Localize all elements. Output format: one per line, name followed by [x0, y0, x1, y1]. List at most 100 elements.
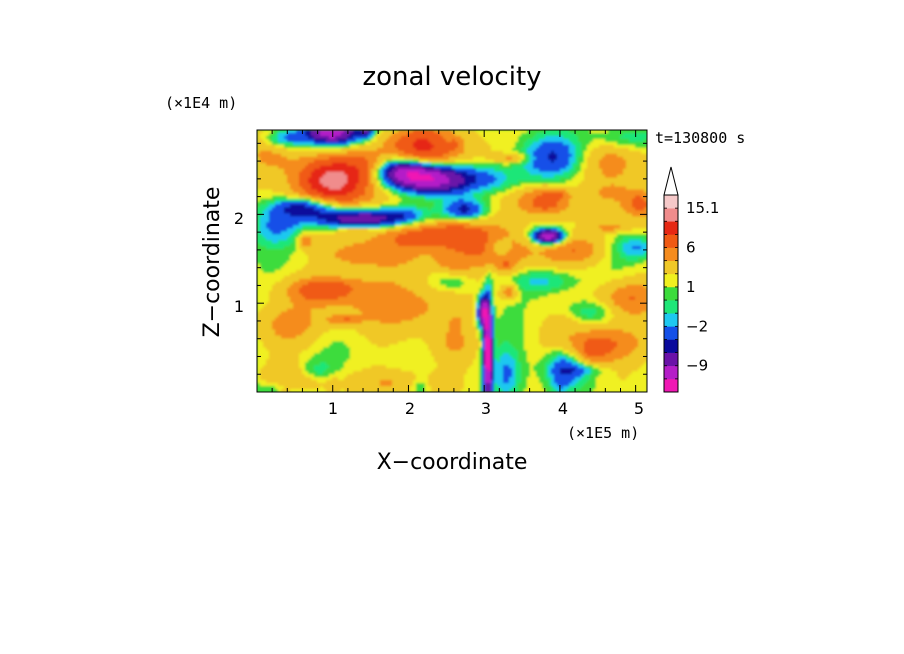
contour-cell	[440, 141, 444, 146]
contour-cell	[599, 150, 603, 155]
contour-cell	[431, 153, 435, 158]
contour-cell	[521, 138, 525, 143]
contour-cell	[623, 144, 627, 149]
contour-cell	[296, 135, 300, 140]
contour-cell	[629, 144, 633, 149]
contour-cell	[473, 135, 477, 140]
contour-cell	[644, 135, 647, 140]
contour-cell	[617, 150, 621, 155]
contour-cell	[335, 144, 339, 149]
contour-cell	[569, 138, 573, 143]
contour-cell	[584, 130, 588, 134]
contour-cell	[527, 150, 531, 155]
contour-cell	[431, 138, 435, 143]
contour-cell	[515, 138, 519, 143]
contour-cell	[449, 135, 453, 140]
contour-cell	[548, 132, 552, 137]
contour-cell	[425, 138, 429, 143]
contour-cell	[494, 153, 498, 158]
contour-cell	[485, 138, 489, 143]
contour-cell	[623, 138, 627, 143]
contour-cell	[359, 138, 363, 143]
contour-cell	[566, 147, 570, 152]
contour-cell	[293, 138, 297, 143]
contour-cell	[407, 141, 411, 146]
contour-cell	[542, 138, 546, 143]
contour-cell	[479, 138, 483, 143]
contour-cell	[263, 156, 267, 161]
contour-cell	[407, 147, 411, 152]
contour-cell	[317, 144, 321, 149]
contour-cell	[578, 138, 582, 143]
contour-cell	[605, 130, 609, 134]
contour-cell	[329, 156, 333, 161]
contour-cell	[500, 132, 504, 137]
contour-cell	[407, 144, 411, 149]
contour-cell	[560, 130, 564, 134]
contour-cell	[386, 132, 390, 137]
contour-cell	[293, 144, 297, 149]
contour-cell	[485, 144, 489, 149]
contour-cell	[302, 156, 306, 161]
contour-cell	[539, 147, 543, 152]
contour-cell	[260, 156, 264, 161]
contour-cell	[602, 141, 606, 146]
contour-cell	[275, 132, 279, 137]
contour-cell	[485, 153, 489, 158]
contour-cell	[284, 138, 288, 143]
contour-cell	[572, 132, 576, 137]
contour-cell	[353, 141, 357, 146]
contour-cell	[542, 144, 546, 149]
contour-cell	[353, 135, 357, 140]
contour-cell	[287, 156, 291, 161]
contour-cell	[371, 130, 375, 134]
contour-cell	[368, 132, 372, 137]
chart-title: zonal velocity	[362, 62, 541, 92]
contour-cell	[587, 132, 591, 137]
contour-cell	[575, 130, 579, 134]
contour-cell	[329, 153, 333, 158]
contour-cell	[575, 144, 579, 149]
contour-cell	[392, 147, 396, 152]
contour-cell	[428, 130, 432, 134]
contour-cell	[533, 144, 537, 149]
contour-cell	[614, 141, 618, 146]
contour-cell	[416, 153, 420, 158]
contour-cell	[356, 153, 360, 158]
contour-cell	[602, 144, 606, 149]
contour-cell	[362, 138, 366, 143]
contour-cell	[452, 132, 456, 137]
contour-cell	[260, 130, 264, 134]
contour-cell	[536, 141, 540, 146]
contour-cell	[446, 132, 450, 137]
contour-cell	[491, 132, 495, 137]
contour-cell	[356, 150, 360, 155]
contour-cell	[593, 150, 597, 155]
contour-cell	[305, 150, 309, 155]
contour-cell	[302, 130, 306, 134]
contour-cell	[398, 147, 402, 152]
contour-cell	[284, 150, 288, 155]
contour-cell	[416, 144, 420, 149]
contour-cell	[302, 141, 306, 146]
contour-cell	[260, 144, 264, 149]
contour-cell	[287, 135, 291, 140]
contour-cell	[629, 150, 633, 155]
contour-cell	[518, 141, 522, 146]
contour-cell	[356, 147, 360, 152]
contour-cell	[584, 153, 588, 158]
contour-cell	[464, 130, 468, 134]
contour-cell	[467, 147, 471, 152]
contour-cell	[281, 144, 285, 149]
contour-cell	[584, 147, 588, 152]
contour-cell	[539, 130, 543, 134]
contour-cell	[593, 144, 597, 149]
contour-cell	[278, 150, 282, 155]
contour-cell	[524, 153, 528, 158]
contour-cell	[416, 138, 420, 143]
contour-cell	[590, 144, 594, 149]
contour-cell	[347, 147, 351, 152]
contour-cell	[509, 135, 513, 140]
contour-cell	[344, 138, 348, 143]
contour-cell	[395, 150, 399, 155]
